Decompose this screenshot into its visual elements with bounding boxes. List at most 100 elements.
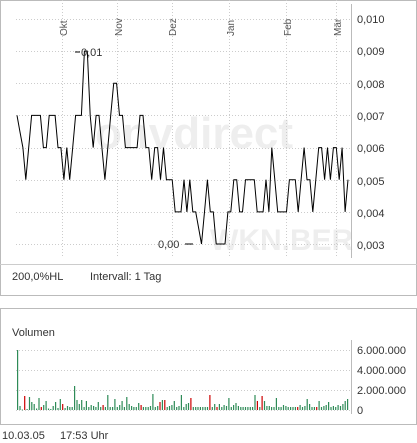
volume-bar (185, 404, 187, 410)
volume-bar (128, 404, 130, 410)
footer-time: 17:53 Uhr (60, 430, 109, 442)
volume-bar (45, 401, 47, 410)
footer-date: 10.03.05 (2, 430, 45, 442)
max-marker: 0,01 (75, 47, 102, 59)
month-label-feb: Feb (283, 18, 294, 36)
volume-bar (337, 405, 339, 410)
volume-bar (100, 407, 102, 410)
volume-bar (344, 401, 346, 410)
volume-bar (311, 407, 313, 410)
volume-bar (266, 406, 268, 410)
volume-bar (109, 407, 111, 410)
volume-bar (159, 402, 161, 410)
volume-bar (218, 404, 220, 410)
volume-bar (247, 407, 249, 410)
volume-bar (325, 405, 327, 410)
volume-bar (335, 407, 337, 410)
volume-bar (316, 407, 318, 410)
volume-bar (197, 407, 199, 410)
volume-bar (95, 407, 97, 410)
volume-bar (273, 407, 275, 410)
volume-bar (138, 403, 140, 410)
volume-bar (36, 408, 38, 410)
volume-bar (57, 408, 59, 410)
watermark-wkn: WKN.BER (210, 224, 354, 257)
volume-bar (131, 406, 133, 410)
volume-bar (202, 407, 204, 410)
volume-bar (31, 402, 33, 410)
volume-bar (114, 399, 116, 410)
volume-bar (318, 401, 320, 410)
range-label: 200,0%HL (12, 271, 63, 283)
volume-bar (64, 408, 66, 410)
volume-bar (216, 407, 218, 410)
volume-bar (52, 406, 54, 410)
volume-bar (76, 400, 78, 410)
volume-tick-2: 2.000.000 (357, 385, 406, 397)
volume-tick-1: 4.000.000 (357, 365, 406, 377)
volume-bar (199, 407, 201, 410)
volume-bar (50, 409, 52, 410)
volume-bar (112, 407, 114, 410)
price-tick-7: 0,003 (357, 240, 385, 252)
volume-bar (254, 395, 256, 410)
volume-bar (33, 404, 35, 410)
volume-bar (209, 395, 211, 410)
price-tick-6: 0,004 (357, 208, 385, 220)
volume-bar (142, 407, 144, 410)
price-tick-2: 0,008 (357, 79, 385, 91)
volume-bar (309, 404, 311, 410)
volume-bar (297, 407, 299, 410)
volume-bar (69, 407, 71, 410)
volume-bar (237, 406, 239, 410)
volume-bar (28, 397, 31, 410)
volume-bar (282, 405, 285, 410)
volume-bar (173, 401, 175, 410)
volume-bar (225, 406, 228, 410)
volume-bar (192, 407, 194, 410)
volume-bar (126, 397, 128, 410)
volume-bar (332, 406, 334, 410)
volume-bar (292, 407, 294, 410)
volume-bar (161, 400, 163, 410)
volume-bar (164, 400, 166, 410)
volume-bar (55, 402, 57, 410)
volume-bar (149, 406, 152, 410)
volume-bar (244, 407, 247, 410)
volume-bar (204, 407, 206, 410)
volume-bar (166, 407, 168, 410)
volume-bar (135, 407, 137, 410)
volume-bar (140, 405, 142, 410)
volume-bar (107, 395, 109, 410)
volume-bar (102, 405, 104, 410)
volume-bar (235, 403, 237, 410)
volume-bar (121, 401, 123, 410)
volume-bar (259, 407, 261, 410)
volume-bar (294, 407, 296, 410)
volume-bar (154, 407, 156, 410)
volume-bar (90, 405, 92, 410)
volume-bar (271, 407, 273, 410)
volume-bar (116, 407, 118, 410)
volume-bar (123, 407, 125, 410)
volume-y-axis: 6.000.000 4.000.000 2.000.000 0 (357, 345, 406, 417)
volume-bar (323, 406, 325, 410)
volume-bar (97, 402, 99, 410)
interval-label: Intervall: 1 Tag (90, 271, 161, 283)
volume-bar (306, 399, 308, 410)
volume-bar (74, 386, 76, 410)
volume-bar (252, 407, 254, 410)
volume-bar (133, 407, 135, 410)
volume-bar (330, 407, 332, 410)
volume-bar (168, 406, 171, 410)
volume-bar (195, 407, 197, 410)
volume-bar (147, 407, 149, 410)
volume-bar (299, 405, 301, 410)
volume-bar (347, 399, 349, 410)
volume-bar (206, 407, 209, 410)
volume-bar (328, 402, 330, 410)
volume-bar (59, 399, 61, 410)
month-label-okt: Okt (59, 20, 70, 36)
volume-bar (104, 407, 106, 410)
volume-tick-3: 0 (357, 405, 363, 417)
